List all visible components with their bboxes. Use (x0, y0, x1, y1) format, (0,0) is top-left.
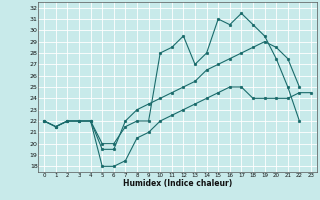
X-axis label: Humidex (Indice chaleur): Humidex (Indice chaleur) (123, 179, 232, 188)
